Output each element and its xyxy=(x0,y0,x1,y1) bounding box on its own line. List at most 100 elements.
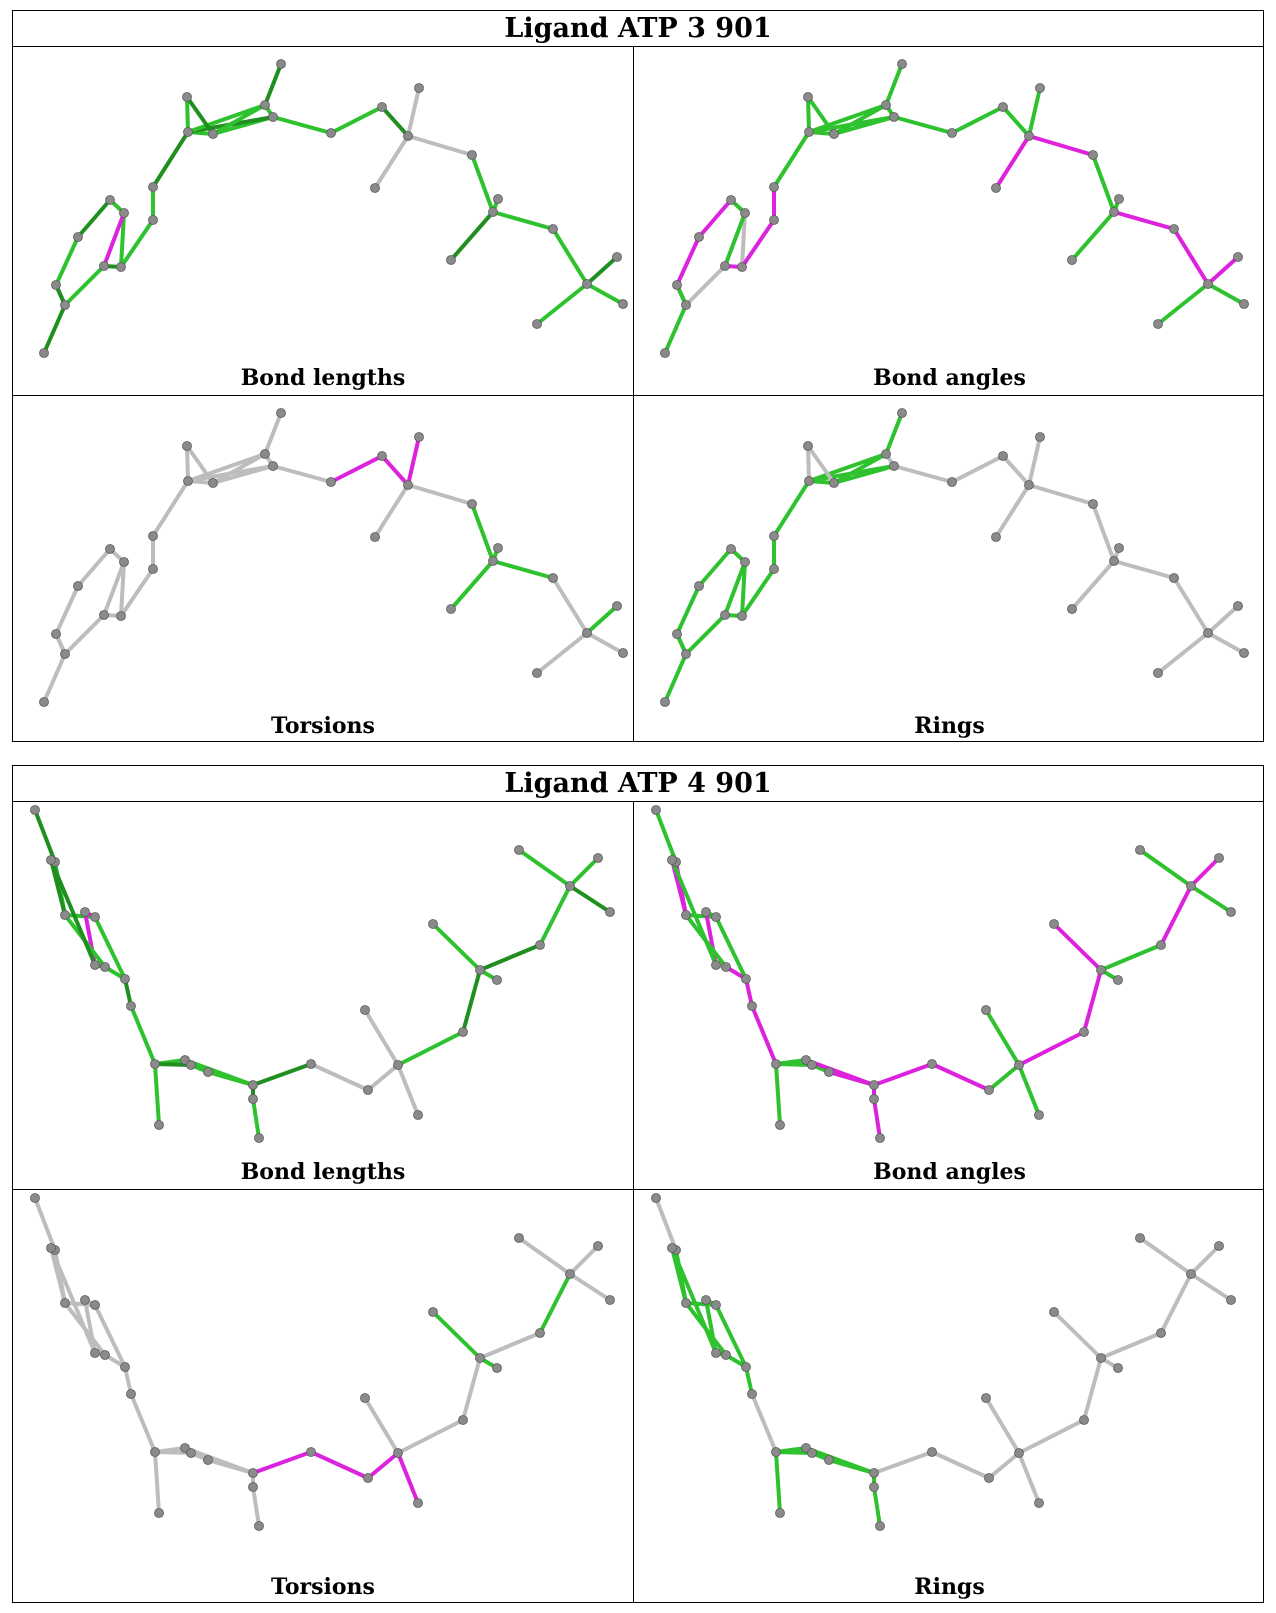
bond xyxy=(1082,968,1103,1034)
atom xyxy=(1156,940,1166,950)
bond xyxy=(892,115,954,135)
bond xyxy=(380,105,410,138)
atom xyxy=(1226,1295,1236,1305)
atom xyxy=(1186,881,1196,891)
atom xyxy=(60,910,70,920)
bond xyxy=(750,1004,778,1066)
bond xyxy=(151,479,190,538)
atom xyxy=(535,1328,545,1338)
atom xyxy=(618,648,628,658)
atom xyxy=(1226,907,1236,917)
atom xyxy=(889,461,899,471)
bond xyxy=(1017,1418,1086,1455)
atom xyxy=(90,912,100,922)
atom xyxy=(747,1001,757,1011)
atom xyxy=(73,232,83,242)
atom xyxy=(740,208,750,218)
atom xyxy=(984,1085,994,1095)
bond xyxy=(1189,884,1233,914)
panel-rings: Rings xyxy=(634,1190,1265,1604)
atom xyxy=(565,881,575,891)
atom xyxy=(1096,965,1106,975)
bond xyxy=(697,198,733,239)
bond xyxy=(119,567,155,618)
atom xyxy=(260,449,270,459)
atom xyxy=(701,1295,711,1305)
bond xyxy=(1091,153,1116,214)
molecule-diagram xyxy=(39,59,628,358)
atom xyxy=(377,451,387,461)
bond xyxy=(670,1246,718,1355)
bond xyxy=(42,303,67,355)
bond xyxy=(1027,483,1095,506)
atom xyxy=(889,112,899,122)
atom xyxy=(186,1448,196,1458)
atom xyxy=(148,182,158,192)
bond xyxy=(568,884,612,914)
atom xyxy=(46,855,56,865)
bond xyxy=(654,808,678,864)
atom xyxy=(803,92,813,102)
atom xyxy=(148,564,158,574)
atom xyxy=(150,1059,160,1069)
bond xyxy=(461,968,482,1034)
atom xyxy=(1109,556,1119,566)
atom xyxy=(1186,1269,1196,1279)
panel-caption: Bond angles xyxy=(873,365,1026,391)
divider xyxy=(633,47,634,741)
bond xyxy=(806,444,836,485)
bond xyxy=(406,134,474,157)
atom xyxy=(363,1473,373,1483)
atom xyxy=(116,262,126,272)
atom xyxy=(1233,601,1243,611)
atom xyxy=(39,348,49,358)
atom xyxy=(651,805,661,815)
divider xyxy=(633,802,634,1602)
bond xyxy=(363,1396,400,1455)
atom xyxy=(100,1350,110,1360)
bond xyxy=(271,464,333,484)
molecule-diagram xyxy=(30,805,615,1143)
bond xyxy=(151,130,190,189)
atom xyxy=(73,581,83,591)
atom xyxy=(667,1243,677,1253)
bond xyxy=(807,103,888,134)
atom xyxy=(413,1110,423,1120)
bond xyxy=(54,584,80,636)
bond xyxy=(363,1008,400,1067)
bond xyxy=(185,95,215,136)
bond xyxy=(1159,884,1193,947)
atom xyxy=(475,965,485,975)
panel-caption: Torsions xyxy=(271,713,375,739)
bond xyxy=(206,1458,255,1475)
atom xyxy=(741,1362,751,1372)
bond xyxy=(119,218,155,269)
bond xyxy=(1052,922,1103,972)
atom xyxy=(30,805,40,815)
atom xyxy=(148,215,158,225)
bond xyxy=(987,1451,1021,1480)
bond xyxy=(251,1097,261,1140)
bond xyxy=(827,1458,876,1475)
atom xyxy=(737,611,747,621)
bond xyxy=(1017,1030,1086,1067)
bond xyxy=(714,1303,748,1369)
bond xyxy=(872,1097,882,1140)
molecule-diagram xyxy=(651,805,1236,1143)
atom xyxy=(535,940,545,950)
bond xyxy=(930,1062,991,1092)
bond xyxy=(211,452,267,485)
atom xyxy=(681,300,691,310)
atom xyxy=(1024,131,1034,141)
bond xyxy=(185,95,190,134)
bond xyxy=(1027,134,1095,157)
bond xyxy=(774,1450,782,1515)
bond xyxy=(568,1272,612,1302)
atom xyxy=(593,1241,603,1251)
atom xyxy=(183,476,193,486)
panel-bond-angles: Bond angles xyxy=(634,47,1265,395)
bond xyxy=(1189,1244,1221,1276)
atom xyxy=(39,697,49,707)
atom xyxy=(991,532,1001,542)
atom xyxy=(740,557,750,567)
